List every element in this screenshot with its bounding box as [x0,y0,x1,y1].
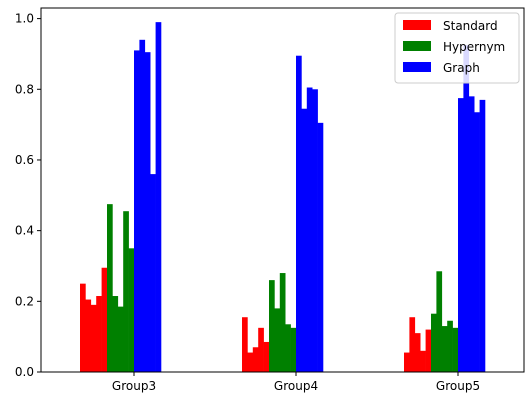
bar-hypernym-group5 [441,326,448,372]
x-tick-label: Group3 [112,379,156,393]
bar-standard-group3 [80,283,86,372]
x-tick-label: Group4 [274,379,318,393]
y-tick-label: 0.4 [15,224,34,238]
bar-hypernym-group3 [107,204,113,372]
bar-graph-group4 [301,108,308,372]
bar-hypernym-group4 [274,308,281,372]
bar-standard-group4 [242,317,248,372]
bar-graph-group3 [155,22,162,372]
bar-hypernym-group3 [123,211,129,372]
series-standard [80,267,432,372]
bar-hypernym-group4 [269,280,275,372]
bar-graph-group5 [474,112,480,372]
bar-hypernym-group4 [290,327,297,372]
bar-standard-group3 [90,304,97,372]
bar-graph-group4 [296,55,302,373]
legend-swatch-hypernym [403,41,431,51]
bar-standard-group3 [101,267,108,372]
bar-hypernym-group3 [128,248,135,372]
bar-graph-group4 [306,87,313,372]
bar-graph-group5 [479,99,486,372]
bar-hypernym-group5 [452,327,459,372]
bar-standard-group3 [96,296,102,372]
bar-standard-group5 [420,350,426,372]
bar-standard-group4 [247,352,254,372]
bar-standard-group4 [258,327,264,372]
bar-standard-group4 [252,347,259,372]
bar-standard-group5 [404,352,410,372]
y-tick-label: 1.0 [15,12,34,26]
legend: Standard Hypernym Graph [394,12,520,84]
y-tick-label: 0.2 [15,294,34,308]
bar-hypernym-group4 [285,324,291,372]
y-tick-label: 0.8 [15,82,34,96]
legend-label-graph: Graph [443,61,480,75]
bar-hypernym-group5 [436,271,443,372]
bar-graph-group4 [312,89,318,372]
bar-standard-group5 [425,329,432,372]
legend-label-standard: Standard [443,19,498,33]
bar-standard-group3 [85,299,92,372]
bar-standard-group5 [409,317,416,372]
legend-swatch-graph [403,62,431,72]
series-hypernym [107,204,459,372]
y-tick-label: 0.6 [15,153,34,167]
legend-label-hypernym: Hypernym [443,40,505,54]
series-graph [134,22,486,373]
bar-hypernym-group3 [117,306,124,372]
bar-graph-group3 [150,174,156,372]
legend-swatch-standard [403,20,431,30]
bar-graph-group3 [139,39,146,373]
y-tick-label: 0.0 [15,365,34,379]
bar-graph-group5 [463,45,470,373]
bar-hypernym-group3 [112,296,119,372]
bar-graph-group3 [144,52,151,373]
bar-graph-group5 [468,96,475,372]
x-tick-label: Group5 [436,379,480,393]
bar-hypernym-group5 [447,320,453,372]
bar-graph-group3 [134,50,140,372]
bar-standard-group4 [263,341,270,372]
bar-hypernym-group5 [431,313,437,372]
bar-graph-group4 [317,122,324,372]
bar-standard-group5 [414,333,421,372]
bar-graph-group5 [458,98,464,373]
bar-hypernym-group4 [279,273,286,372]
plot-frame [40,7,525,373]
